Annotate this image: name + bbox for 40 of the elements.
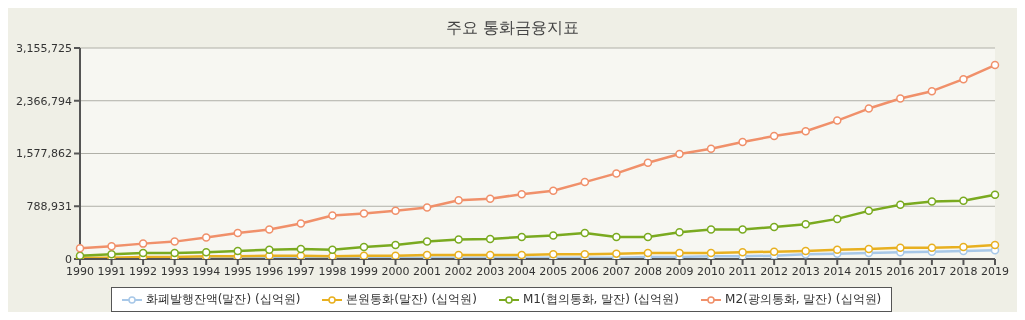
y-tick-label: 0: [65, 252, 72, 266]
x-tick-label: 2009: [665, 264, 694, 278]
x-tick-label: 1999: [349, 264, 378, 278]
x-tick-label: 2005: [539, 264, 568, 278]
x-tick-label: 2008: [633, 264, 662, 278]
y-tick-label: 788,931: [26, 200, 72, 214]
legend-label: 화폐발행잔액(말잔) (십억원): [144, 291, 301, 308]
y-tick-label: 1,577,862: [16, 147, 72, 161]
x-tick-label: 2019: [981, 264, 1009, 278]
x-tick-label: 1990: [66, 264, 94, 278]
x-tick-label: 2007: [602, 264, 631, 278]
x-tick-label: 2011: [728, 264, 757, 278]
x-tick-label: 2002: [444, 264, 473, 278]
x-tick-label: 2013: [791, 264, 820, 278]
x-tick-label: 2018: [949, 264, 978, 278]
x-tick-label: 1997: [286, 264, 315, 278]
x-tick-label: 2006: [570, 264, 599, 278]
x-tick-label: 1995: [223, 264, 252, 278]
x-tick-label: 1994: [192, 264, 221, 278]
x-tick-label: 2010: [697, 264, 726, 278]
legend-label: M2(광의통화, 말잔) (십억원): [724, 291, 882, 308]
x-tick-label: 1992: [129, 264, 158, 278]
x-tick-label: 2014: [823, 264, 852, 278]
x-tick-label: 1991: [97, 264, 126, 278]
y-tick-label: 2,366,794: [16, 94, 72, 108]
x-tick-label: 1993: [160, 264, 189, 278]
x-tick-label: 2004: [507, 264, 536, 278]
x-tick-label: 1998: [318, 264, 347, 278]
x-tick-label: 2017: [917, 264, 946, 278]
x-tick-label: 2015: [854, 264, 883, 278]
legend-label: 본원통화(말잔) (십억원): [345, 291, 477, 308]
x-tick-label: 2000: [381, 264, 410, 278]
x-tick-label: 1996: [255, 264, 284, 278]
y-tick-label: 3,155,725: [16, 41, 72, 55]
legend-label: M1(협의통화, 말잔) (십억원): [521, 291, 680, 308]
x-tick-label: 2003: [476, 264, 505, 278]
x-tick-label: 2001: [413, 264, 442, 278]
chart-title: 주요 통화금융지표: [444, 17, 581, 39]
x-tick-label: 2016: [886, 264, 915, 278]
x-tick-label: 2012: [760, 264, 789, 278]
